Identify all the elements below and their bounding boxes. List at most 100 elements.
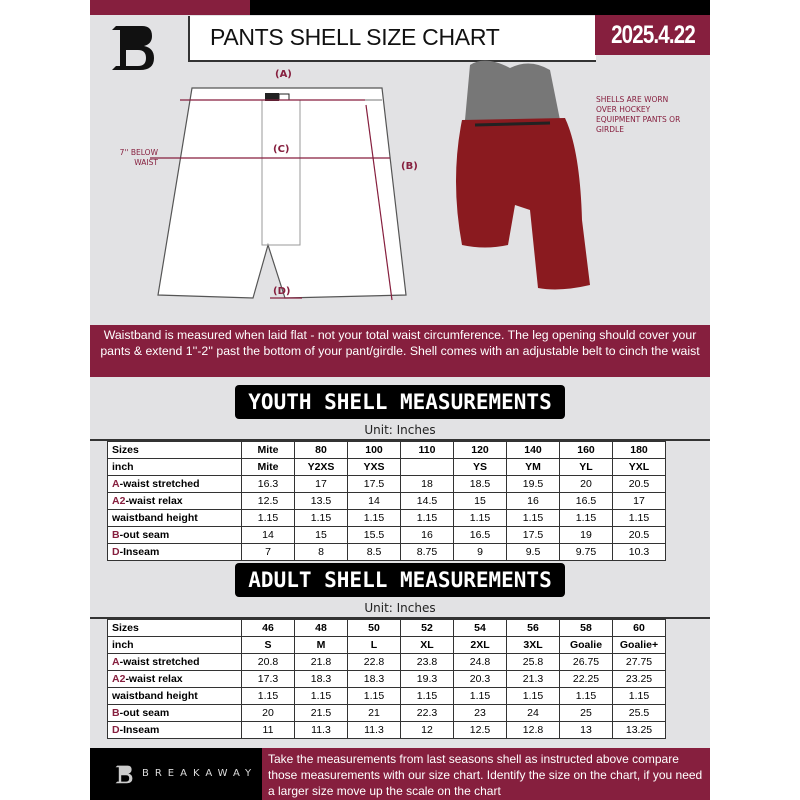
page-title: PANTS SHELL SIZE CHART	[210, 24, 500, 50]
table-cell: 12	[400, 721, 454, 739]
row-label: B-out seam	[107, 526, 242, 544]
table-cell: 1.15	[347, 687, 401, 705]
youth-size-table: Sizes Mite 80 100 110 120 140 160 180 inch Mite Y2X…	[107, 441, 666, 561]
row-label: waistband height	[107, 509, 242, 527]
table-cell: 1.15	[559, 687, 613, 705]
youth-section-title: YOUTH SHELL MEASUREMENTS	[235, 385, 565, 419]
row-label: A-waist stretched	[107, 653, 242, 671]
measure-name: -out seam	[119, 707, 170, 719]
table-cell: 1.15	[453, 687, 507, 705]
table-row: D-Inseam 7 8 8.5 8.75 9 9.5 9.75 10.3	[107, 543, 666, 561]
table-cell: 25.8	[506, 653, 560, 671]
table-cell: 56	[506, 619, 560, 637]
measure-code: A	[112, 478, 120, 490]
table-cell: 17	[294, 475, 348, 493]
table-row: D-Inseam 11 11.3 11.3 12 12.5 12.8 13 13.25	[107, 721, 666, 739]
table-cell: 1.15	[241, 687, 295, 705]
table-cell: 12.5	[453, 721, 507, 739]
table-cell: 1.15	[241, 509, 295, 527]
table-cell: 27.75	[612, 653, 666, 671]
table-cell: 1.15	[612, 687, 666, 705]
table-cell: 17	[612, 492, 666, 510]
footer-brand: BREAKAWAY	[90, 748, 262, 800]
table-cell: 13.5	[294, 492, 348, 510]
measure-name: inch	[112, 461, 134, 473]
brand-name: BREAKAWAY	[142, 768, 258, 779]
table-cell: 23.25	[612, 670, 666, 688]
table-row: Sizes Mite 80 100 110 120 140 160 180	[107, 441, 666, 459]
table-cell: 20.5	[612, 475, 666, 493]
label-b: (B)	[401, 161, 418, 172]
measure-name: -waist stretched	[119, 656, 200, 668]
table-cell: 18.3	[347, 670, 401, 688]
table-cell: Mite	[241, 458, 295, 476]
measure-name: -waist relax	[125, 673, 183, 685]
top-black-bar	[250, 0, 710, 15]
table-cell: 11	[241, 721, 295, 739]
table-row: waistband height 1.15 1.15 1.15 1.15 1.15 1.15…	[107, 687, 666, 705]
adult-size-table: Sizes 46 48 50 52 54 56 58 60 inch S M L XL 2XL 3XL Goal…	[107, 619, 666, 739]
table-cell: 1.15	[612, 509, 666, 527]
table-cell: 21.8	[294, 653, 348, 671]
table-cell: 16	[506, 492, 560, 510]
table-cell: YL	[559, 458, 613, 476]
measure-name: waistband height	[112, 690, 198, 702]
table-cell: 1.15	[294, 687, 348, 705]
breakaway-logo-icon	[115, 765, 133, 784]
divider	[90, 617, 710, 619]
table-cell: YS	[453, 458, 507, 476]
table-cell: 11.3	[294, 721, 348, 739]
measure-name: waistband height	[112, 512, 198, 524]
table-cell: 17.3	[241, 670, 295, 688]
table-cell: 110	[400, 441, 454, 459]
table-cell: 15	[294, 526, 348, 544]
top-accent-bar	[90, 0, 250, 15]
table-cell: 24	[506, 704, 560, 722]
divider	[90, 439, 710, 441]
row-label: Sizes	[107, 619, 242, 637]
table-cell: 19	[559, 526, 613, 544]
youth-unit: Unit: Inches	[364, 423, 436, 437]
table-cell: 20.5	[612, 526, 666, 544]
table-cell: 18.5	[453, 475, 507, 493]
shorts-outline-drawing	[150, 60, 590, 301]
table-cell: 26.75	[559, 653, 613, 671]
table-cell: 13	[559, 721, 613, 739]
table-row: A2-waist relax 12.5 13.5 14 14.5 15 16 16.5 17	[107, 492, 666, 510]
table-cell: 1.15	[400, 509, 454, 527]
table-cell: 21.5	[294, 704, 348, 722]
table-cell: 9.75	[559, 543, 613, 561]
table-cell: L	[347, 636, 401, 654]
measure-code: B	[112, 529, 120, 541]
measure-name: Sizes	[112, 622, 139, 634]
table-row: A2-waist relax 17.3 18.3 18.3 19.3 20.3 21.3 22…	[107, 670, 666, 688]
table-cell: 21.3	[506, 670, 560, 688]
row-label: A2-waist relax	[107, 670, 242, 688]
table-cell: 1.15	[453, 509, 507, 527]
measure-name: -out seam	[119, 529, 170, 541]
table-row: inch S M L XL 2XL 3XL Goalie Goalie+	[107, 636, 666, 654]
table-row: Sizes 46 48 50 52 54 56 58 60	[107, 619, 666, 637]
table-row: A-waist stretched 20.8 21.8 22.8 23.8 24.8 25.…	[107, 653, 666, 671]
table-cell: 1.15	[400, 687, 454, 705]
row-label: B-out seam	[107, 704, 242, 722]
table-cell: 58	[559, 619, 613, 637]
table-cell: 16.3	[241, 475, 295, 493]
table-cell: 52	[400, 619, 454, 637]
table-cell: 15.5	[347, 526, 401, 544]
table-cell: 140	[506, 441, 560, 459]
adult-unit: Unit: Inches	[364, 601, 436, 615]
measure-name: -Inseam	[119, 546, 160, 558]
table-cell: 60	[612, 619, 666, 637]
breakaway-logo-icon	[112, 26, 154, 70]
table-cell: 7	[241, 543, 295, 561]
table-cell: 1.15	[347, 509, 401, 527]
table-cell: 22.25	[559, 670, 613, 688]
table-cell: 8.5	[347, 543, 401, 561]
measure-code: A2	[112, 673, 126, 685]
table-cell: 16.5	[453, 526, 507, 544]
measure-code: B	[112, 707, 120, 719]
table-cell: 20.8	[241, 653, 295, 671]
table-cell: 17.5	[347, 475, 401, 493]
table-row: A-waist stretched 16.3 17 17.5 18 18.5 19.5 20 2…	[107, 475, 666, 493]
